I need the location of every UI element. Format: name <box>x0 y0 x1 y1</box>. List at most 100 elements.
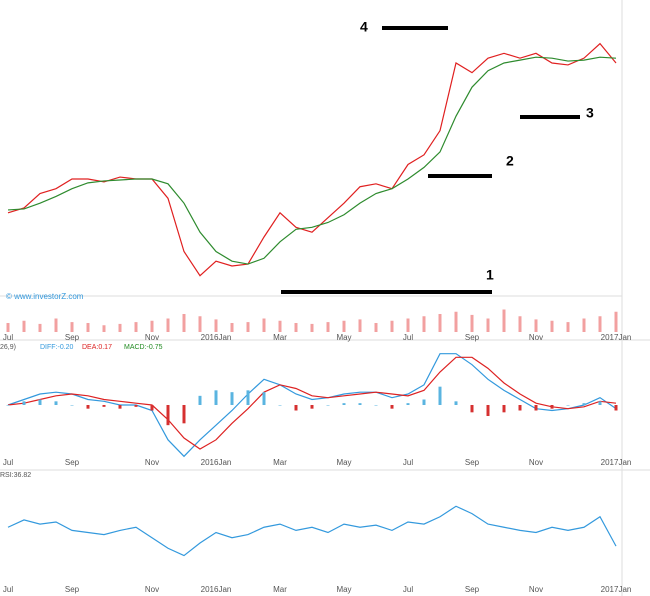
legend-entry: DIFF:-0.20 <box>40 344 74 351</box>
bar <box>326 405 330 406</box>
line <box>7 353 617 458</box>
bar <box>406 403 410 405</box>
bar <box>598 316 602 332</box>
x-tick-label: Jul <box>403 458 413 467</box>
bar <box>502 405 506 413</box>
x-tick-label: Nov <box>145 333 159 342</box>
bar <box>230 323 234 332</box>
bar <box>70 322 74 332</box>
bar <box>278 320 282 332</box>
bar <box>310 405 314 409</box>
bar <box>294 405 298 411</box>
x-tick-label: Jul <box>3 333 13 342</box>
bar <box>262 318 266 332</box>
bar <box>246 322 250 332</box>
bar <box>150 405 154 411</box>
bar <box>454 311 458 332</box>
bar <box>486 318 490 332</box>
bar <box>358 319 362 332</box>
bar <box>262 392 266 405</box>
bar <box>86 323 90 332</box>
bar <box>246 390 250 405</box>
bar <box>374 405 378 406</box>
bar <box>166 405 170 426</box>
bar <box>166 318 170 332</box>
bar <box>582 318 586 332</box>
bar <box>102 325 106 332</box>
bar <box>214 319 218 332</box>
x-tick-label: Nov <box>529 333 543 342</box>
bar <box>118 405 122 409</box>
x-tick-label: Mar <box>273 333 287 342</box>
panel-header: RSI:36.82 <box>0 472 31 479</box>
x-tick-label: Nov <box>145 458 159 467</box>
x-tick-label: Jul <box>403 585 413 594</box>
bar <box>534 405 538 411</box>
bar <box>406 318 410 332</box>
bar <box>486 405 490 416</box>
x-tick-label: Sep <box>65 458 80 467</box>
x-tick-label: Nov <box>529 585 543 594</box>
bar <box>582 403 586 405</box>
bar <box>470 405 474 413</box>
bar <box>182 314 186 332</box>
bar <box>182 405 186 424</box>
bar <box>598 401 602 405</box>
bar <box>22 401 26 405</box>
bar <box>342 320 346 332</box>
bar <box>198 316 202 332</box>
bar <box>134 405 138 407</box>
x-tick-label: Nov <box>529 458 543 467</box>
x-tick-label: 2016Jan <box>201 458 232 467</box>
bar <box>294 323 298 332</box>
bar <box>438 386 442 405</box>
annotation: 4 <box>360 19 368 35</box>
bar <box>278 405 282 406</box>
bar <box>214 390 218 405</box>
bar <box>230 392 234 405</box>
bar <box>310 323 314 332</box>
bar <box>614 311 618 332</box>
x-tick-label: 2017Jan <box>601 585 632 594</box>
bar <box>438 314 442 332</box>
line <box>7 56 617 265</box>
bar <box>518 316 522 332</box>
bar <box>534 319 538 332</box>
x-tick-label: Nov <box>145 585 159 594</box>
bar <box>470 314 474 332</box>
x-tick-label: 2016Jan <box>201 585 232 594</box>
bar <box>566 322 570 332</box>
bar <box>614 405 618 411</box>
bar <box>422 316 426 332</box>
line <box>7 42 617 277</box>
x-tick-label: 2016Jan <box>201 333 232 342</box>
bar <box>550 405 554 409</box>
bar <box>326 322 330 332</box>
annotation: 3 <box>586 105 594 121</box>
bar <box>54 318 58 332</box>
bar <box>198 395 202 405</box>
bar <box>22 320 26 332</box>
x-tick-label: Mar <box>273 585 287 594</box>
x-tick-label: Sep <box>65 333 80 342</box>
legend-entry: DEA:0.17 <box>82 344 112 351</box>
bar <box>70 405 74 406</box>
annotation: 2 <box>506 153 514 169</box>
x-tick-label: Sep <box>65 585 80 594</box>
bar <box>550 320 554 332</box>
bar <box>390 405 394 409</box>
panel-header: 26,9) <box>0 344 16 351</box>
x-tick-label: Jul <box>3 585 13 594</box>
bar <box>86 405 90 409</box>
bar <box>566 405 570 406</box>
bar <box>38 399 42 405</box>
legend-entry: MACD:-0.75 <box>124 344 163 351</box>
x-tick-label: 2017Jan <box>601 333 632 342</box>
bar <box>502 309 506 332</box>
bar <box>454 401 458 405</box>
bar <box>38 323 42 332</box>
bar <box>422 399 426 405</box>
x-tick-label: Jul <box>403 333 413 342</box>
line <box>7 505 617 557</box>
